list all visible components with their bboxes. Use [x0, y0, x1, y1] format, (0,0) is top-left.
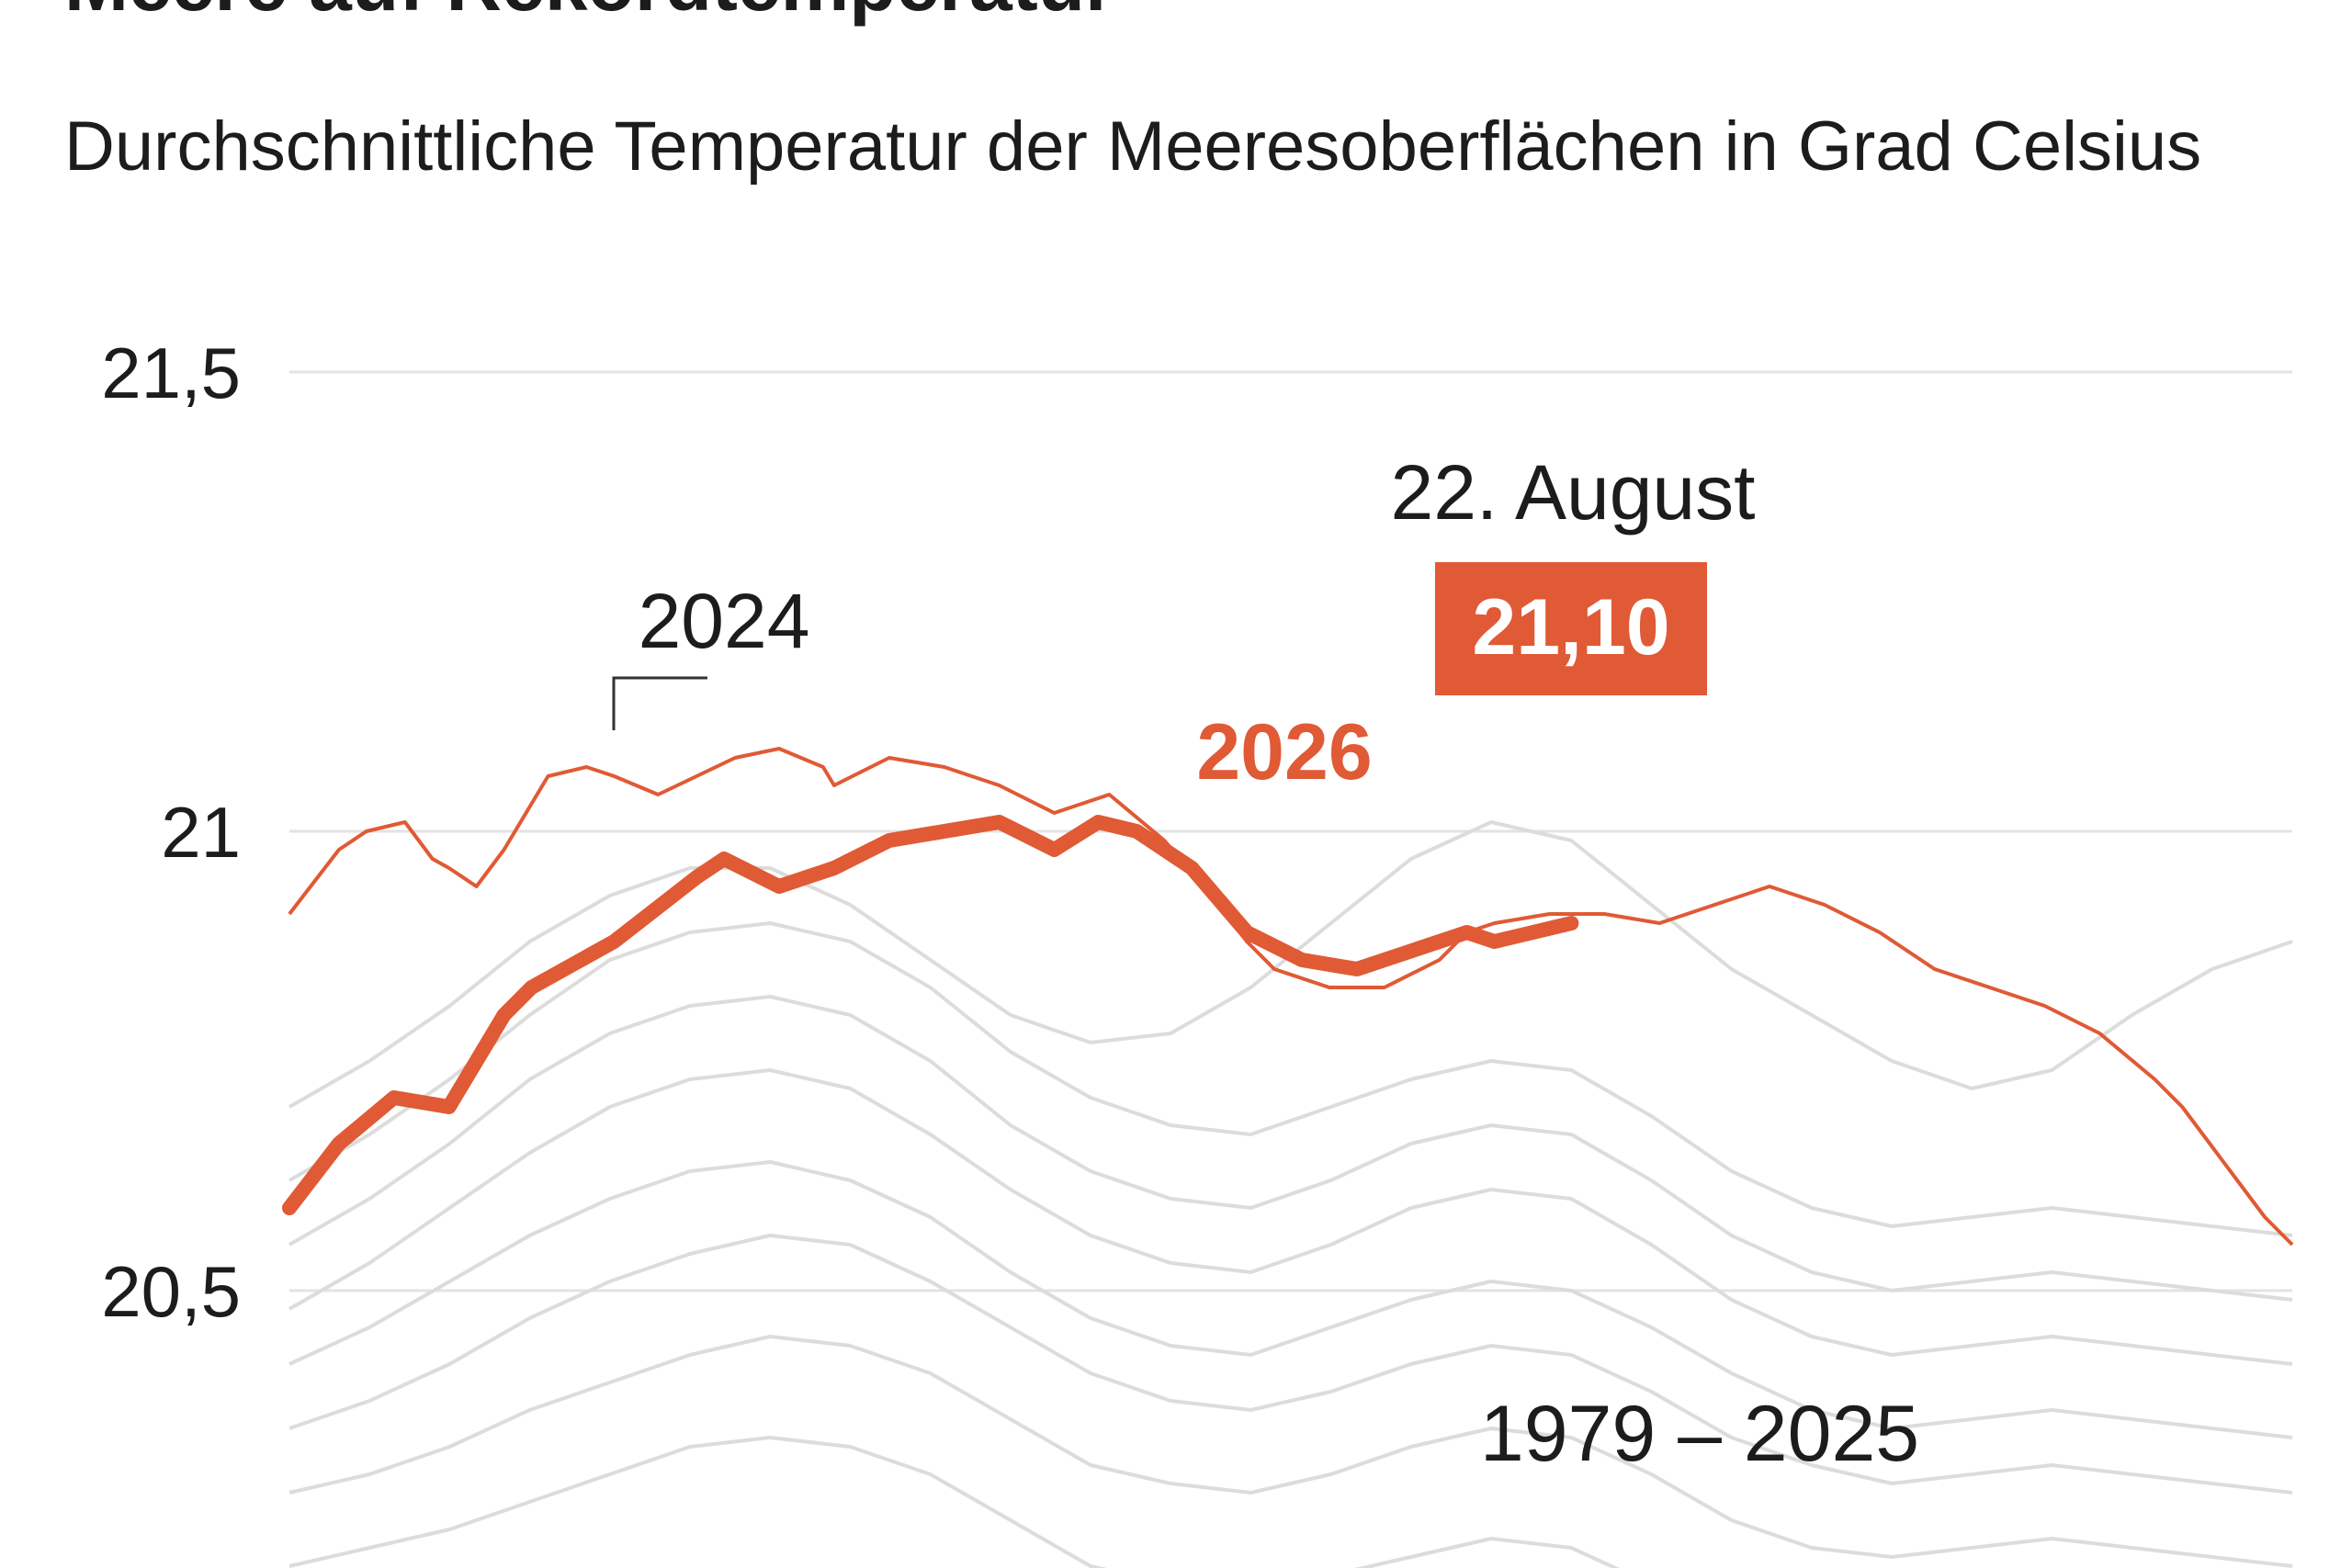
- series-2026-layer: [282, 815, 1579, 1215]
- current-value-box: [1435, 562, 1707, 695]
- y-tick-label: 21: [161, 792, 241, 873]
- series-2026-label: 2026: [1196, 708, 1372, 796]
- series-2024-line: [288, 747, 2294, 1247]
- chart-subtitle: Durchschnittliche Temperatur der Meereso…: [64, 107, 2202, 186]
- history-line: [288, 1160, 2293, 1439]
- y-tick-label: 20,5: [101, 1251, 241, 1332]
- series-2024-label: 2024: [639, 578, 810, 664]
- grid-layer: [289, 370, 2292, 1292]
- history-line: [288, 1234, 2293, 1495]
- chart-title: Meere auf Rekordtemperatur: [64, 0, 1115, 22]
- annotation-layer: 1979 – 2025 2024 2026 22. August 21,10: [612, 449, 1919, 1478]
- current-value-label: 21,10: [1472, 583, 1669, 671]
- y-tick-label: 21,5: [101, 333, 241, 413]
- series-2026-line: [282, 815, 1579, 1215]
- history-line: [288, 1436, 1620, 1568]
- series-2024-layer: [288, 747, 2294, 1247]
- history-line: [288, 995, 2293, 1302]
- history-line: [288, 1068, 2293, 1366]
- history-line: [288, 820, 2293, 1109]
- history-lines: [288, 820, 2293, 1568]
- history-line: [288, 1335, 2293, 1568]
- series-2024-label-pointer: [612, 676, 707, 730]
- history-line: [288, 921, 2293, 1237]
- y-axis-ticks: 21,5 21 20,5: [101, 333, 241, 1332]
- current-date-label: 22. August: [1391, 449, 1756, 536]
- history-range-label: 1979 – 2025: [1480, 1390, 1919, 1478]
